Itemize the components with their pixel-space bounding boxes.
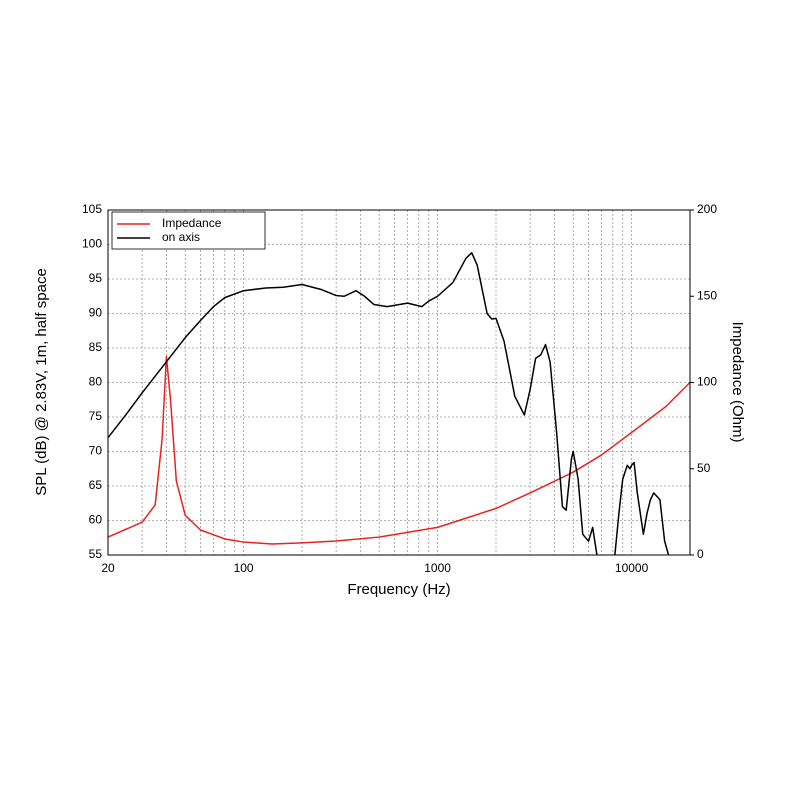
x-tick-label: 20: [101, 561, 115, 575]
x-tick-label: 1000: [424, 561, 451, 575]
y-tick-label: 55: [89, 547, 103, 561]
x-tick-label: 10000: [615, 561, 649, 575]
series-line: [108, 252, 670, 555]
y2-tick-label: 50: [697, 461, 711, 475]
x-axis-title: Frequency (Hz): [347, 581, 450, 598]
y2-tick-label: 200: [697, 202, 717, 216]
x-tick-label: 100: [234, 561, 254, 575]
y-tick-label: 75: [89, 409, 103, 423]
grid: [107, 209, 690, 556]
plot-lines: [108, 252, 690, 555]
legend-label: on axis: [162, 230, 200, 244]
plot-frame: [107, 209, 691, 556]
legend-box: [111, 211, 266, 250]
y2-axis-title: Impedance (Ohm): [729, 322, 746, 443]
y-tick-label: 100: [82, 237, 102, 251]
y-tick-label: 60: [89, 513, 103, 527]
y-tick-label: 105: [82, 202, 102, 216]
legend-label: Impedance: [162, 216, 222, 230]
labels: 55 60 65 70 75 80 85 90 95 100 105 0 50 100 150 200 20 10…: [82, 202, 717, 575]
series-line: [108, 355, 690, 545]
y-tick-label: 65: [89, 478, 103, 492]
y2-tick-label: 0: [697, 547, 704, 561]
y2-tick-label: 150: [697, 288, 717, 302]
y-tick-label: 70: [89, 444, 103, 458]
y2-tick-label: 100: [697, 375, 717, 389]
y-tick-label: 80: [89, 375, 103, 389]
y-tick-label: 90: [89, 306, 103, 320]
y-axis-title: SPL (dB) @ 2.83V, 1m, half space: [33, 268, 50, 496]
y-tick-label: 95: [89, 271, 103, 285]
y-tick-label: 85: [89, 340, 103, 354]
